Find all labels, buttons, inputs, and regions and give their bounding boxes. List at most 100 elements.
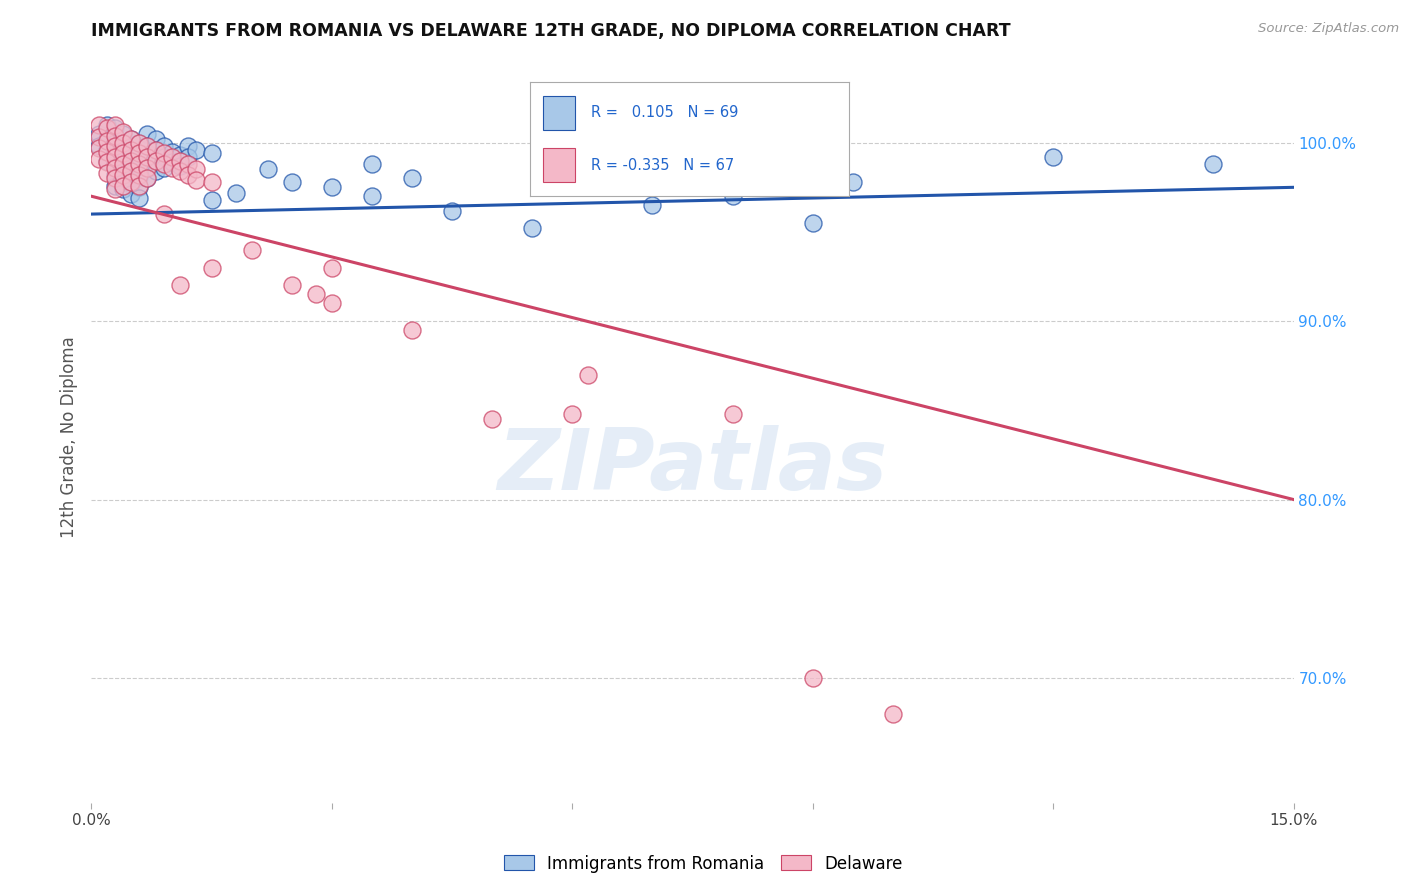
Point <box>104 139 127 153</box>
Point <box>128 136 150 150</box>
Point <box>121 132 143 146</box>
Legend: Immigrants from Romania, Delaware: Immigrants from Romania, Delaware <box>496 848 910 880</box>
Point <box>136 127 159 141</box>
Point <box>112 125 135 139</box>
Point <box>96 153 118 168</box>
Point <box>104 128 127 143</box>
Point <box>104 178 127 193</box>
Point <box>121 177 143 191</box>
Point <box>152 157 174 171</box>
Point <box>481 412 503 426</box>
Point <box>136 150 159 164</box>
Point <box>401 171 423 186</box>
Point <box>321 296 343 310</box>
Point <box>440 203 463 218</box>
Point <box>801 671 824 685</box>
Point <box>128 157 150 171</box>
Point <box>104 121 127 136</box>
Point <box>169 159 191 173</box>
Point <box>136 139 159 153</box>
Point <box>121 187 143 202</box>
Point <box>176 168 198 182</box>
Point <box>96 145 118 159</box>
Point <box>112 146 135 161</box>
Point <box>169 278 191 293</box>
Point <box>112 168 135 182</box>
Point <box>152 146 174 161</box>
Point <box>169 164 191 178</box>
Point <box>225 186 247 200</box>
Point <box>201 193 224 207</box>
Point <box>801 216 824 230</box>
Point <box>201 175 224 189</box>
Point <box>128 191 150 205</box>
Point <box>121 166 143 180</box>
Point <box>112 182 135 196</box>
Point <box>136 139 159 153</box>
Point <box>104 182 127 196</box>
Point <box>721 189 744 203</box>
Point <box>145 153 167 168</box>
Point <box>145 164 167 178</box>
Point <box>121 143 143 157</box>
Point <box>321 260 343 275</box>
Point <box>104 157 127 171</box>
Point <box>152 207 174 221</box>
Point <box>104 118 127 132</box>
Point <box>176 157 198 171</box>
Point <box>160 145 183 159</box>
Text: Source: ZipAtlas.com: Source: ZipAtlas.com <box>1258 22 1399 36</box>
Point <box>360 189 382 203</box>
Point <box>112 136 135 150</box>
Point <box>96 134 118 148</box>
Point <box>841 175 863 189</box>
Point <box>112 178 135 193</box>
Point <box>176 150 198 164</box>
Point <box>256 162 278 177</box>
Point <box>121 132 143 146</box>
Point <box>160 150 183 164</box>
Point <box>121 175 143 189</box>
Point <box>128 148 150 162</box>
Point <box>121 145 143 159</box>
Point <box>128 146 150 161</box>
Point <box>128 168 150 182</box>
Point <box>1202 157 1225 171</box>
Point <box>112 157 135 171</box>
Point <box>136 171 159 186</box>
Point <box>96 121 118 136</box>
Point <box>721 407 744 421</box>
Point <box>401 323 423 337</box>
Text: ZIPatlas: ZIPatlas <box>498 425 887 508</box>
Point <box>184 173 207 187</box>
Point <box>96 155 118 169</box>
Point <box>522 221 544 235</box>
Point <box>112 161 135 175</box>
Point <box>121 155 143 169</box>
Point <box>145 143 167 157</box>
Point <box>89 139 111 153</box>
Point <box>89 130 111 145</box>
Point <box>128 136 150 150</box>
Point <box>152 161 174 175</box>
Point <box>121 153 143 168</box>
Point <box>201 260 224 275</box>
Point <box>128 159 150 173</box>
Point <box>128 178 150 193</box>
Point <box>152 150 174 164</box>
Point <box>112 127 135 141</box>
Point <box>128 180 150 194</box>
Point <box>184 162 207 177</box>
Point <box>136 161 159 175</box>
Point <box>104 146 127 161</box>
Point <box>145 132 167 146</box>
Point <box>152 139 174 153</box>
Point <box>96 132 118 146</box>
Point <box>89 152 111 166</box>
Point <box>882 706 904 721</box>
Point <box>89 127 111 141</box>
Point <box>201 146 224 161</box>
Point <box>89 141 111 155</box>
Point <box>112 171 135 186</box>
Point <box>104 150 127 164</box>
